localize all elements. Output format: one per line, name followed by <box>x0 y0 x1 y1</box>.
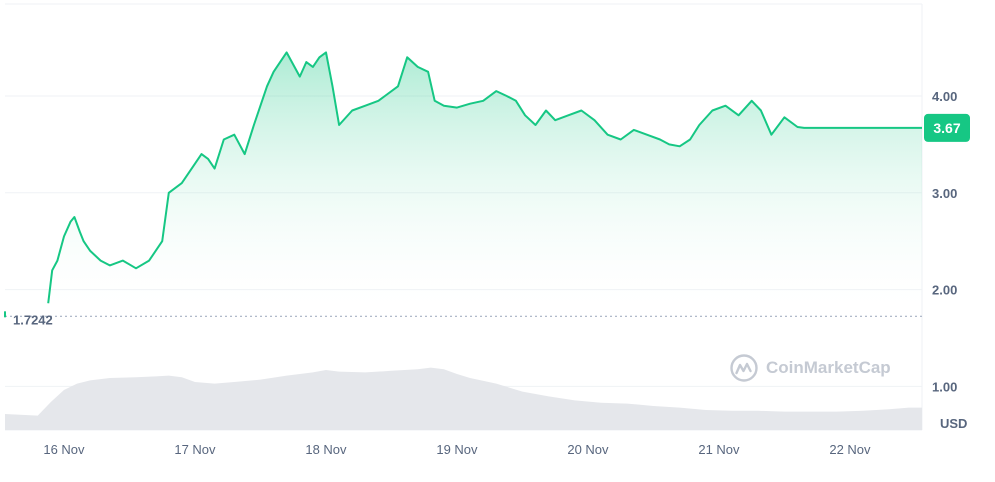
watermark-text: CoinMarketCap <box>766 358 891 377</box>
label-layer: 1.7242 3.67 <box>13 113 970 327</box>
x-tick-label: 16 Nov <box>43 442 85 457</box>
x-axis: 16 Nov 17 Nov 18 Nov 19 Nov 20 Nov 21 Nov 22 N… <box>43 442 871 457</box>
x-tick-label: 19 Nov <box>436 442 478 457</box>
x-tick-label: 21 Nov <box>698 442 740 457</box>
x-tick-label: 18 Nov <box>305 442 347 457</box>
line-layer <box>47 51 922 304</box>
x-tick-label: 22 Nov <box>829 442 871 457</box>
currency-label: USD <box>940 416 967 431</box>
x-tick-label: 17 Nov <box>174 442 216 457</box>
volume-layer <box>5 367 922 430</box>
x-tick-label: 20 Nov <box>567 442 609 457</box>
y-tick-label: 4.00 <box>932 89 957 104</box>
current-price-label: 3.67 <box>933 120 960 136</box>
y-axis: 1.00 2.00 3.00 4.00 USD <box>932 89 967 431</box>
price-area <box>48 52 922 317</box>
coinmarketcap-logo-icon <box>730 354 758 382</box>
reference-layer <box>4 311 922 318</box>
watermark: CoinMarketCap <box>730 354 891 382</box>
current-price-tag <box>924 113 970 142</box>
price-line <box>47 51 922 304</box>
area-layer <box>48 52 922 317</box>
y-tick-label: 1.00 <box>932 379 957 394</box>
open-price-label: 1.7242 <box>13 312 53 327</box>
y-tick-label: 3.00 <box>932 186 957 201</box>
volume-area <box>5 367 922 430</box>
y-tick-label: 2.00 <box>932 283 957 298</box>
